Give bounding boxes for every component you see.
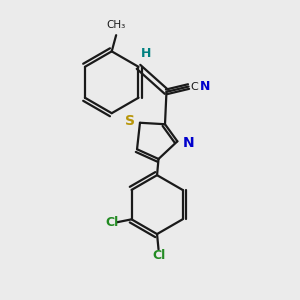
Text: Cl: Cl (106, 216, 119, 230)
Text: N: N (200, 80, 210, 93)
Text: S: S (125, 114, 135, 128)
Text: CH₃: CH₃ (106, 20, 126, 30)
Text: H: H (141, 47, 151, 60)
Text: N: N (183, 136, 194, 150)
Text: C: C (190, 82, 198, 92)
Text: Cl: Cl (152, 249, 165, 262)
